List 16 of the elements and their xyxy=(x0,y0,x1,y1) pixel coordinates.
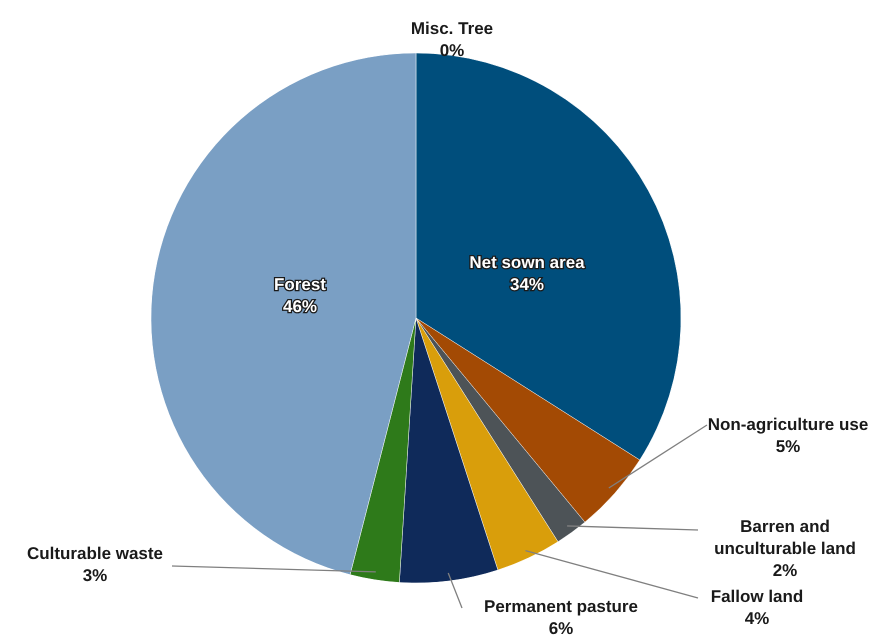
slice-label: Permanent pasture xyxy=(484,597,638,616)
slice-label: Fallow land xyxy=(710,587,804,606)
data-label: 5% xyxy=(776,437,800,456)
data-label: 34% xyxy=(510,275,544,294)
slice-label: Culturable waste xyxy=(26,544,164,563)
category-label: Misc. Tree xyxy=(410,19,494,38)
data-label: 6% xyxy=(548,619,574,637)
data-label: 46% xyxy=(282,297,318,316)
data-label: 4% xyxy=(744,609,770,628)
data-label: 3% xyxy=(82,566,108,585)
text: 0% xyxy=(440,41,464,60)
slice-label: Net sown area xyxy=(469,253,586,272)
slice-label: Non-agriculture use xyxy=(708,415,868,434)
data-label: 2% xyxy=(772,561,798,580)
slice-label: Barren and unculturable land xyxy=(714,517,856,558)
slice-label: Forest xyxy=(274,275,326,294)
